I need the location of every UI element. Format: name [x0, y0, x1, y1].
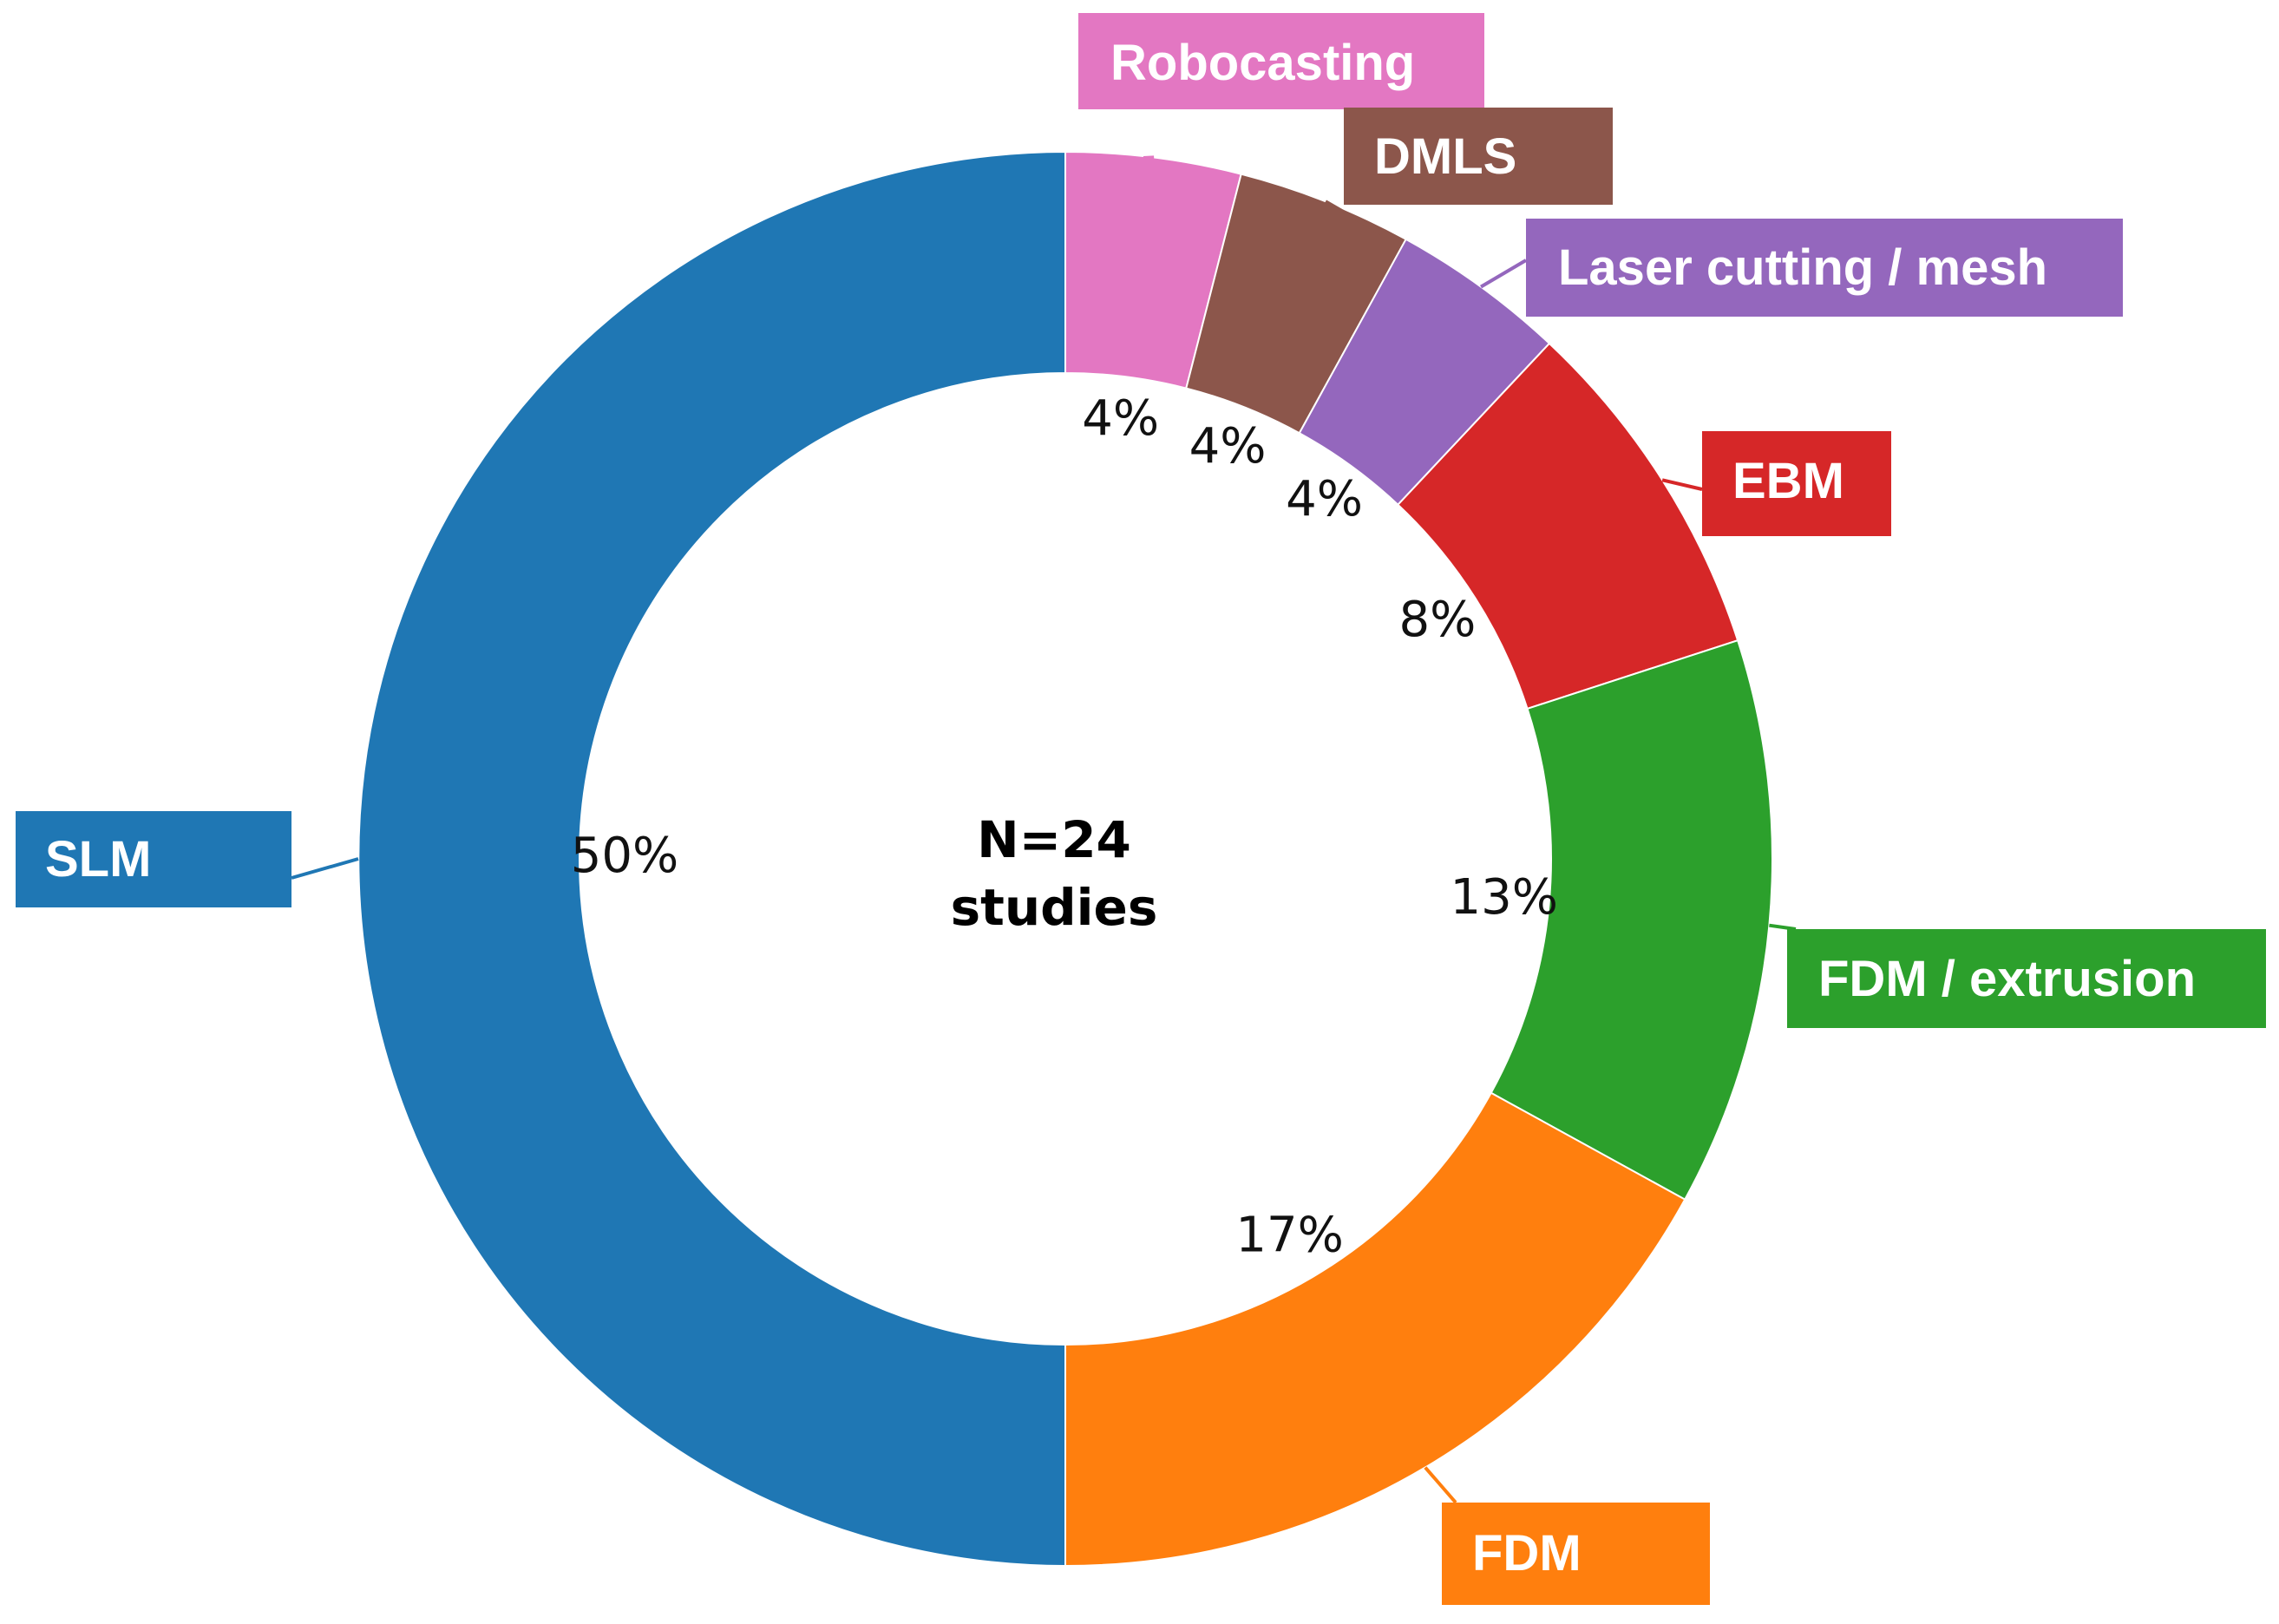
callout-label-fdm-extrusion: FDM / extrusion — [1818, 951, 2196, 1007]
leader-line-laser-cutting-mesh — [1480, 259, 1528, 289]
center-label: N=24 studies — [951, 810, 1158, 937]
center-label-line-1: N=24 — [977, 810, 1131, 869]
callout-label-slm: SLM — [45, 831, 151, 887]
callout-box-robocasting — [1078, 13, 1484, 109]
callout-box-fdm-extrusion — [1787, 929, 2266, 1028]
callout-box-ebm — [1702, 431, 1891, 536]
callout-labels-layer: Robocasting DMLS Laser cutting / mesh EBM FD… — [16, 13, 2266, 1605]
leader-lines-layer — [291, 155, 1797, 1504]
slice-slm — [357, 150, 1066, 1568]
percent-label-dmls: 4% — [1189, 418, 1267, 475]
leader-line-dmls — [1325, 200, 1386, 238]
callout-label-laser-cutting-mesh: Laser cutting / mesh — [1558, 239, 2047, 296]
leader-line-ebm — [1661, 478, 1703, 491]
callout-box-laser-cutting-mesh — [1526, 219, 2123, 317]
callout-box-fdm — [1442, 1503, 1710, 1605]
leader-line-fdm-extrusion — [1769, 923, 1797, 931]
leader-line-fdm — [1424, 1466, 1457, 1504]
center-label-line-2: studies — [951, 878, 1158, 937]
callout-box-slm — [16, 811, 291, 907]
callout-box-dmls — [1344, 108, 1613, 205]
percent-label-laser-cutting-mesh: 4% — [1286, 471, 1363, 527]
callout-label-robocasting: Robocasting — [1110, 35, 1415, 91]
percent-labels-layer: 4% 4% 4% 8% 13% 17% 50% — [571, 390, 1558, 1263]
leader-line-slm — [291, 857, 359, 880]
callout-label-dmls: DMLS — [1374, 128, 1516, 185]
slices-layer — [357, 150, 1773, 1568]
leader-line-robocasting — [1143, 155, 1155, 160]
slice-fdm — [1064, 1091, 1686, 1568]
callout-label-ebm: EBM — [1732, 453, 1844, 509]
percent-label-ebm: 8% — [1398, 592, 1476, 648]
callout-label-fdm: FDM — [1472, 1525, 1582, 1581]
percent-label-fdm-extrusion: 13% — [1451, 869, 1558, 926]
percent-label-slm: 50% — [571, 828, 678, 884]
percent-label-fdm: 17% — [1235, 1207, 1343, 1263]
percent-label-robocasting: 4% — [1082, 390, 1159, 447]
